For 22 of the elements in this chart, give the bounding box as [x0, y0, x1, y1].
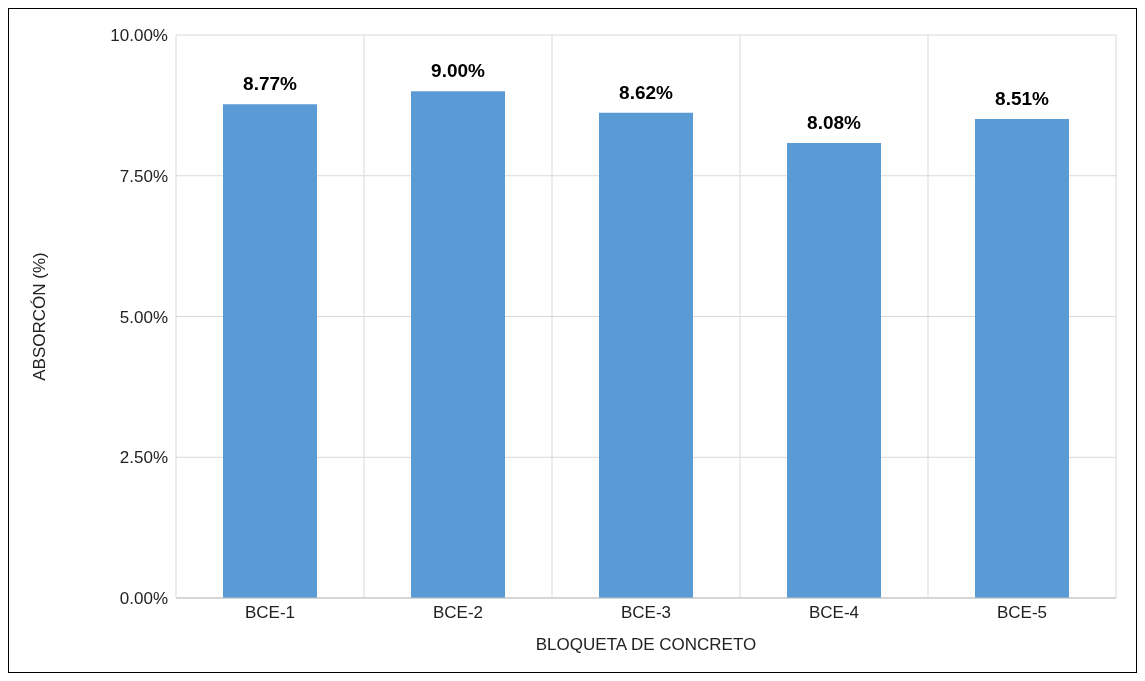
data-label: 8.08% [807, 112, 862, 134]
bar [411, 91, 505, 598]
bar [975, 118, 1069, 598]
data-label: 8.77% [243, 73, 298, 95]
x-tick-label: BCE-5 [996, 603, 1048, 623]
y-tick-label: 7.50% [119, 166, 168, 186]
y-tick-label: 5.00% [119, 307, 168, 327]
bar [223, 104, 317, 598]
data-label: 8.62% [619, 81, 674, 103]
bar [787, 143, 881, 598]
data-label: 9.00% [431, 60, 486, 82]
x-tick-label: BCE-3 [620, 603, 672, 623]
y-axis-title: ABSORCÓN (%) [30, 252, 50, 381]
bar [599, 112, 693, 598]
data-label: 8.51% [995, 87, 1050, 109]
y-tick-label: 2.50% [119, 448, 168, 468]
y-tick-label: 0.00% [119, 589, 168, 609]
x-tick-label: BCE-2 [432, 603, 484, 623]
y-tick-label: 10.00% [110, 26, 168, 46]
x-axis-title: BLOQUETA DE CONCRETO [535, 635, 757, 654]
x-tick-label: BCE-4 [808, 603, 860, 623]
x-tick-label: BCE-1 [244, 603, 296, 623]
